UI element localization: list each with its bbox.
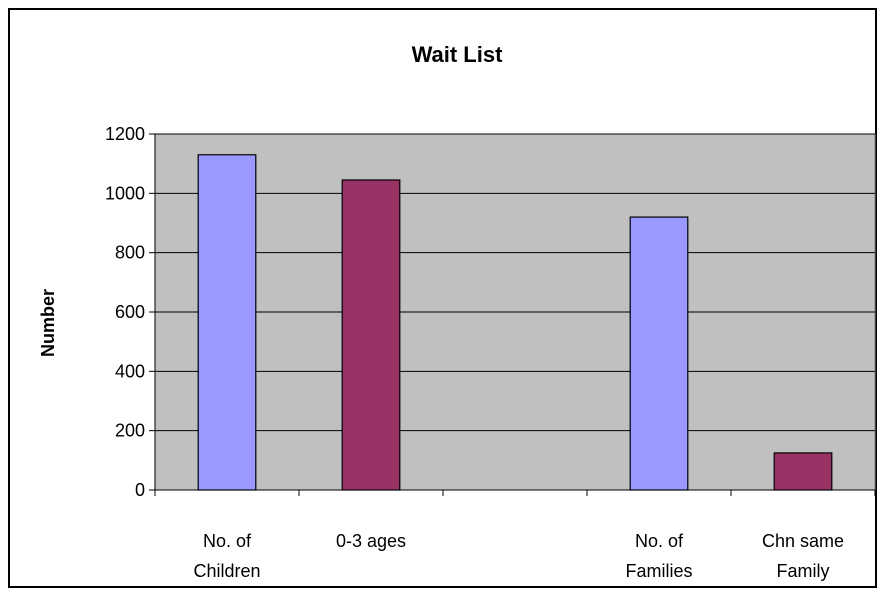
bar	[629, 216, 689, 491]
bar	[341, 179, 401, 491]
x-category-label: Children	[193, 561, 260, 581]
y-axis-title: Number	[38, 289, 58, 357]
y-tick-label: 400	[115, 361, 145, 381]
y-tick-label: 1200	[105, 124, 145, 144]
x-category-label: Family	[777, 561, 830, 581]
y-tick-label: 1000	[105, 183, 145, 203]
y-tick-label: 200	[115, 421, 145, 441]
x-category-label: Chn same	[762, 531, 844, 551]
plot-area: 0 200 400 600 800 1000 1200 No. of Children 0-3 a…	[105, 124, 876, 581]
x-category-label: Families	[625, 561, 692, 581]
bar	[773, 452, 833, 491]
x-category-label: No. of	[203, 531, 252, 551]
chart-frame: Wait List Number 0 200 400 600 800 1000 1200 No…	[8, 8, 877, 588]
y-tick-label: 800	[115, 243, 145, 263]
x-category-label: No. of	[635, 531, 684, 551]
bar-chart: Wait List Number 0 200 400 600 800 1000 1200 No…	[38, 42, 876, 581]
bar	[197, 154, 257, 491]
y-tick-label: 600	[115, 302, 145, 322]
x-category-label: 0-3 ages	[336, 531, 406, 551]
y-tick-label: 0	[135, 480, 145, 500]
chart-title: Wait List	[412, 42, 504, 67]
